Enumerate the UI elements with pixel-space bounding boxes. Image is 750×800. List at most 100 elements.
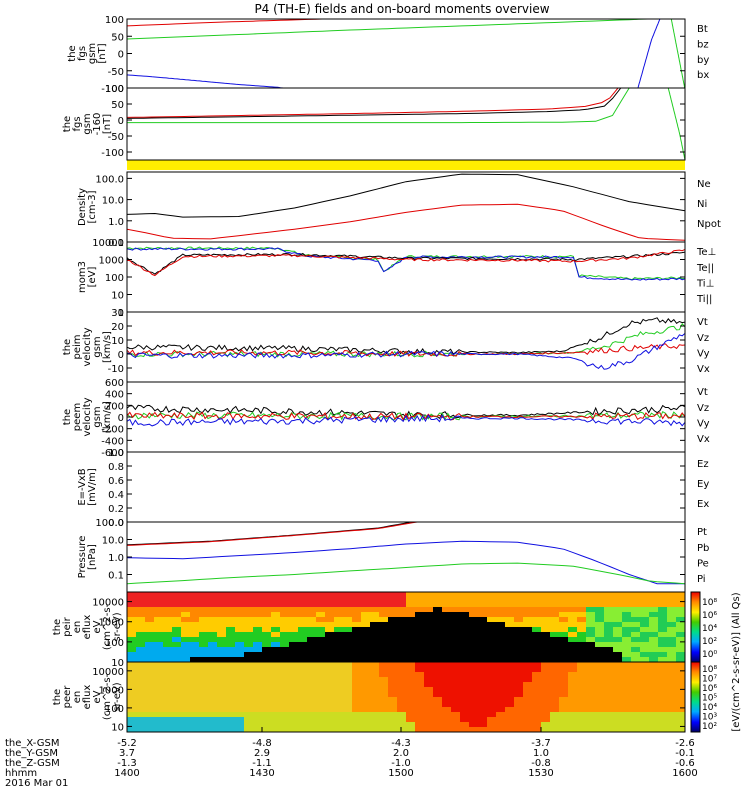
spectrogram-cell — [451, 677, 461, 683]
ylabel-line: peem — [72, 403, 83, 431]
spectrogram-cell — [298, 652, 308, 658]
spectrogram-cell — [460, 602, 470, 608]
spectrogram-cell — [199, 647, 209, 653]
spectrogram-cell — [244, 672, 254, 678]
spectrogram-cell — [595, 662, 605, 668]
spectrogram-cell — [217, 612, 227, 618]
spectrogram-cell — [559, 702, 569, 708]
spectrogram-cell — [487, 657, 497, 662]
spectrogram-cell — [460, 672, 470, 678]
spectrogram-cell — [244, 602, 254, 608]
spectrogram-cell — [334, 602, 344, 608]
spectrogram-cell — [649, 622, 659, 628]
spectrogram-cell — [487, 607, 497, 613]
spectrogram-cell — [352, 627, 362, 633]
spectrogram-cell — [433, 717, 443, 723]
spectrogram-cell — [568, 652, 578, 658]
ytick-label: 1000 — [99, 685, 124, 696]
spectrogram-cell — [136, 652, 146, 658]
spectrogram-cell — [334, 642, 344, 648]
spectrogram-cell — [631, 672, 641, 678]
spectrogram-cell — [676, 662, 685, 668]
spectrogram-cell — [568, 627, 578, 633]
spectrogram-cell — [559, 642, 569, 648]
spectrogram-cell — [361, 717, 371, 723]
spectrogram-cell — [235, 607, 245, 613]
spectrogram-cell — [595, 602, 605, 608]
spectrogram-cell — [361, 707, 371, 713]
spectrogram-cell — [442, 682, 452, 688]
spectrogram-cell — [253, 702, 263, 708]
spectrogram-cell — [667, 597, 677, 603]
spectrogram-cell — [388, 602, 398, 608]
spectrogram-cell — [451, 662, 461, 668]
spectrogram-cell — [514, 627, 524, 633]
spectrogram-cell — [640, 642, 650, 648]
spectrogram-cell — [559, 707, 569, 713]
spectrogram-cell — [631, 692, 641, 698]
spectrogram-cell — [163, 592, 173, 598]
spectrogram-cell — [523, 727, 533, 732]
spectrogram-cell — [505, 637, 515, 643]
colorbar-tick: 10⁸ — [702, 598, 717, 608]
spectrogram-cell — [667, 712, 677, 718]
spectrogram-cell — [280, 667, 290, 673]
spectrogram-cell — [667, 677, 677, 683]
spectrogram-cell — [145, 667, 155, 673]
spectrogram-cell — [478, 602, 488, 608]
spectrogram-cell — [298, 617, 308, 623]
spectrogram-cell — [451, 712, 461, 718]
spectrogram-cell — [595, 667, 605, 673]
colorbar-tick: 10³ — [702, 713, 717, 723]
series-line-black — [127, 173, 685, 218]
spectrogram-cell — [523, 632, 533, 638]
spectrogram-cell — [316, 662, 326, 668]
spectrogram-cell — [172, 612, 182, 618]
spectrogram-cell — [352, 642, 362, 648]
spectrogram-cell — [406, 597, 416, 603]
spectrogram-cell — [226, 617, 236, 623]
spectrogram-cell — [280, 657, 290, 662]
spectrogram-cell — [424, 652, 434, 658]
spectrogram-cell — [487, 612, 497, 618]
spectrogram-cell — [604, 712, 614, 718]
spectrogram-cell — [613, 697, 623, 703]
spectrogram-cell — [145, 612, 155, 618]
spectrogram-cell — [496, 637, 506, 643]
spectrogram-cell — [514, 637, 524, 643]
spectrogram-cell — [604, 717, 614, 723]
spectrogram-cell — [649, 692, 659, 698]
spectrogram-cell — [163, 632, 173, 638]
spectrogram-cell — [289, 612, 299, 618]
spectrogram-cell — [190, 677, 200, 683]
spectrogram-cell — [676, 727, 685, 732]
spectrogram-cell — [424, 642, 434, 648]
spectrogram-cell — [226, 717, 236, 723]
spectrogram-cell — [649, 597, 659, 603]
spectrogram-cell — [271, 662, 281, 668]
spectrogram-cell — [244, 692, 254, 698]
spectrogram-cell — [406, 622, 416, 628]
spectrogram-cell — [352, 662, 362, 668]
spectrogram-cell — [271, 597, 281, 603]
spectrogram-cell — [514, 722, 524, 728]
ytick-label: 30 — [111, 308, 124, 319]
spectrogram-cell — [316, 717, 326, 723]
spectrogram-cell — [253, 652, 263, 658]
spectrogram-cell — [559, 627, 569, 633]
spectrogram-cell — [343, 712, 353, 718]
spectrogram-cell — [244, 612, 254, 618]
series-line-green — [667, 88, 685, 160]
spectrogram-cell — [343, 702, 353, 708]
spectrogram-cell — [415, 637, 425, 643]
spectrogram-cell — [352, 592, 362, 598]
spectrogram-cell — [577, 717, 587, 723]
spectrogram-cell — [469, 622, 479, 628]
spectrogram-cell — [406, 717, 416, 723]
legend-entry: Vy — [697, 348, 710, 359]
ytick-label: 0.0 — [108, 518, 124, 529]
spectrogram-cell — [253, 712, 263, 718]
